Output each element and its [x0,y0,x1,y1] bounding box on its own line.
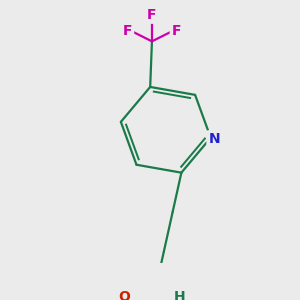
Text: F: F [147,8,157,22]
Text: F: F [172,24,181,38]
Text: H: H [174,290,185,300]
Text: F: F [123,24,132,38]
Text: O: O [118,290,130,300]
Text: N: N [208,132,220,146]
